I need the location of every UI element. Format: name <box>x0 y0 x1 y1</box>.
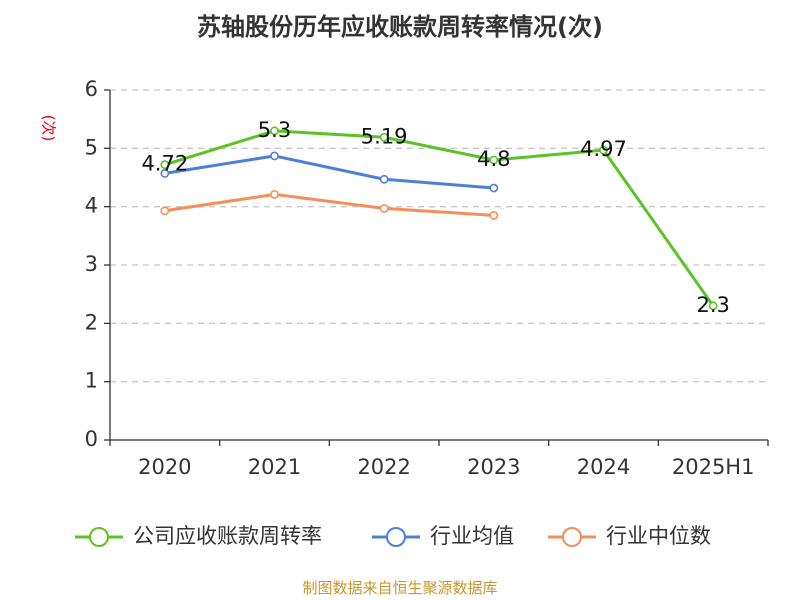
x-tick-label: 2025H1 <box>672 455 755 479</box>
data-point <box>708 301 718 311</box>
data-label: 4.8 <box>477 147 510 171</box>
data-label: 4.72 <box>141 152 188 176</box>
legend-item-label: 行业中位数 <box>606 524 711 548</box>
y-tick-label: 4 <box>85 194 98 218</box>
data-point <box>379 132 389 142</box>
data-label: 5.19 <box>361 124 408 148</box>
data-point <box>160 206 170 216</box>
axes: 0 1 2 3 4 5 6 2020 2021 2022 2023 2024 2025H1 <box>85 77 769 479</box>
y-tick-label: 0 <box>85 427 98 451</box>
data-point <box>489 183 499 193</box>
legend-item-label: 公司应收账款周转率 <box>133 524 322 548</box>
data-point <box>160 160 170 170</box>
data-point <box>379 204 389 213</box>
data-point <box>599 145 608 155</box>
y-tick-label: 2 <box>85 310 98 334</box>
data-point <box>270 151 279 161</box>
chart-title: 苏轴股份历年应收账款周转率情况(次) <box>197 13 603 41</box>
series-line <box>164 154 494 190</box>
legend-item-label: 行业均值 <box>430 524 514 548</box>
data-label: 5.3 <box>258 118 291 142</box>
legend: 公司应收账款周转率 行业均值 行业中位数 <box>75 524 711 548</box>
grid-lines <box>110 89 768 383</box>
data-point <box>379 174 389 184</box>
source-note: 制图数据来自恒生聚源数据库 <box>302 579 497 597</box>
data-point <box>489 155 499 165</box>
data-point <box>489 211 499 220</box>
x-tick-label: 2023 <box>467 455 520 479</box>
x-tick-label: 2024 <box>577 455 630 479</box>
legend-marker <box>89 527 109 547</box>
data-point <box>160 169 170 178</box>
legend-marker <box>386 527 406 547</box>
data-point <box>270 126 279 136</box>
y-tick-label: 5 <box>85 135 98 159</box>
y-tick-label: 3 <box>85 252 98 276</box>
x-tick-label: 2020 <box>138 455 191 479</box>
y-tick-label: 6 <box>85 77 98 101</box>
series-line <box>164 129 715 307</box>
series-layer <box>160 126 718 311</box>
legend-marker <box>562 527 582 547</box>
data-label: 4.97 <box>580 137 627 161</box>
series-line <box>164 192 494 217</box>
y-tick-label: 1 <box>85 369 98 393</box>
data-label: 2.3 <box>696 293 729 317</box>
x-tick-label: 2022 <box>357 455 410 479</box>
y-axis-label: (次) <box>40 115 58 142</box>
x-tick-label: 2021 <box>248 455 301 479</box>
data-labels: 4.72 5.3 5.19 4.8 4.97 2.3 <box>141 118 729 317</box>
data-point <box>270 190 279 199</box>
